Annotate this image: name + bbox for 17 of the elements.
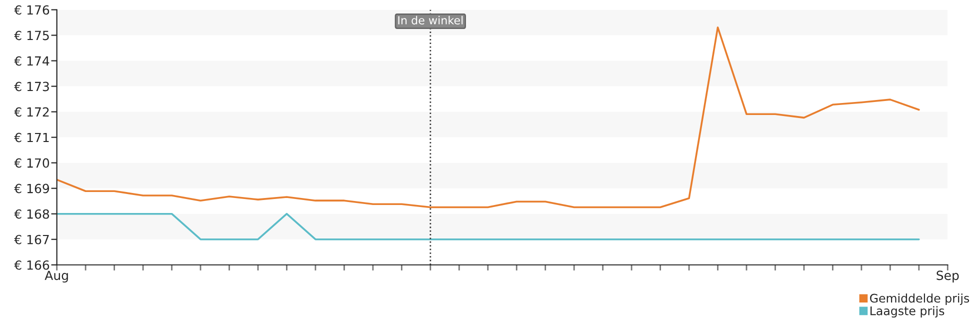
ref-line-label: In de winkel bbox=[398, 16, 463, 24]
y-tick-label: € 175 bbox=[14, 30, 49, 40]
x-tick-label: Sep bbox=[936, 270, 959, 283]
y-tick-label: € 170 bbox=[14, 158, 50, 168]
y-tick-label: € 166 bbox=[14, 260, 50, 270]
y-tick-label: € 167 bbox=[14, 234, 49, 244]
y-tick-label: € 173 bbox=[14, 82, 49, 92]
legend-label: Laagste prijs bbox=[870, 306, 944, 318]
y-tick-label: € 176 bbox=[14, 5, 50, 15]
y-tick-label: € 169 bbox=[14, 184, 50, 194]
y-tick-label: € 171 bbox=[14, 132, 49, 142]
legend-label: Gemiddelde prijs bbox=[870, 294, 970, 305]
x-tick-label: Aug bbox=[44, 270, 68, 283]
y-tick-label: € 168 bbox=[14, 209, 50, 219]
line-series bbox=[56, 26, 920, 208]
y-tick-label: € 174 bbox=[14, 56, 50, 66]
y-tick-label: € 172 bbox=[14, 107, 49, 117]
